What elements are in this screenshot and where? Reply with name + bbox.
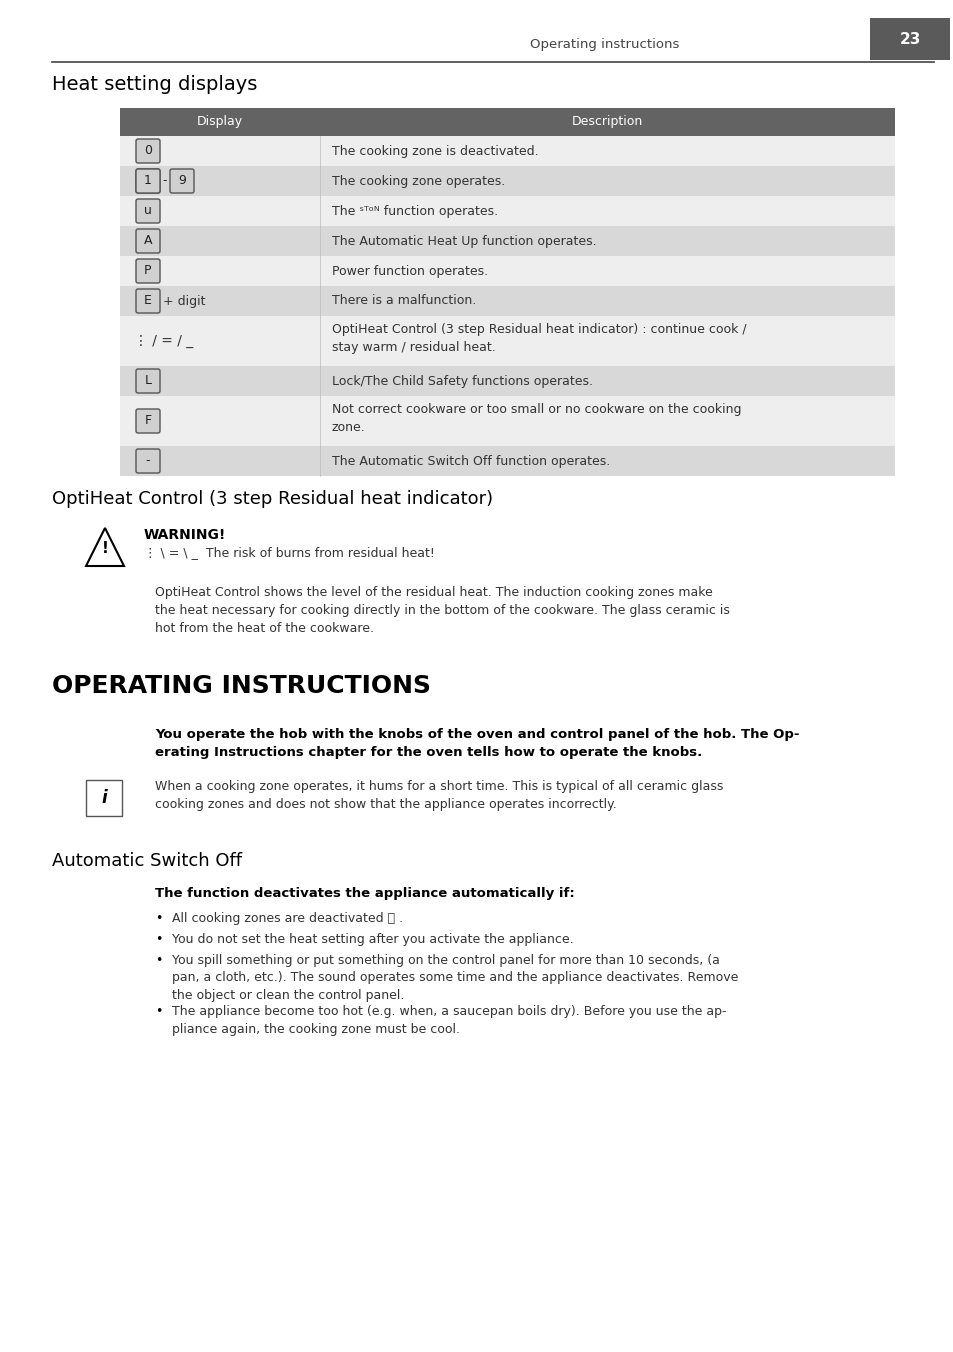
FancyBboxPatch shape — [120, 446, 894, 476]
FancyBboxPatch shape — [120, 166, 894, 196]
Text: Power function operates.: Power function operates. — [332, 265, 488, 277]
Text: The appliance become too hot (e.g. when, a saucepan boils dry). Before you use t: The appliance become too hot (e.g. when,… — [172, 1005, 726, 1036]
FancyBboxPatch shape — [136, 449, 160, 473]
Text: ⋮ / = / _: ⋮ / = / _ — [133, 334, 193, 347]
Text: Automatic Switch Off: Automatic Switch Off — [52, 852, 242, 869]
Text: P: P — [144, 265, 152, 277]
Text: When a cooking zone operates, it hums for a short time. This is typical of all c: When a cooking zone operates, it hums fo… — [154, 780, 722, 811]
Text: The Automatic Heat Up function operates.: The Automatic Heat Up function operates. — [332, 234, 596, 247]
Text: F: F — [144, 415, 152, 427]
Text: The cooking zone operates.: The cooking zone operates. — [332, 174, 505, 188]
Text: All cooking zones are deactivated ⓪ .: All cooking zones are deactivated ⓪ . — [172, 913, 403, 925]
FancyBboxPatch shape — [120, 226, 894, 256]
FancyBboxPatch shape — [170, 169, 193, 193]
FancyBboxPatch shape — [120, 396, 894, 446]
Text: -: - — [146, 454, 150, 468]
Text: 23: 23 — [899, 31, 920, 46]
FancyBboxPatch shape — [86, 780, 122, 817]
Text: !: ! — [101, 541, 109, 557]
FancyBboxPatch shape — [120, 287, 894, 316]
Text: 0: 0 — [144, 145, 152, 157]
Text: Lock/The Child Safety functions operates.: Lock/The Child Safety functions operates… — [332, 375, 593, 388]
FancyBboxPatch shape — [869, 18, 949, 59]
Text: OptiHeat Control (3 step Residual heat indicator) : continue cook /
stay warm / : OptiHeat Control (3 step Residual heat i… — [332, 323, 746, 354]
FancyBboxPatch shape — [120, 137, 894, 166]
Text: Not correct cookware or too small or no cookware on the cooking
zone.: Not correct cookware or too small or no … — [332, 403, 740, 434]
FancyBboxPatch shape — [120, 196, 894, 226]
Text: + digit: + digit — [163, 295, 205, 307]
Text: A: A — [144, 234, 152, 247]
Text: The Automatic Switch Off function operates.: The Automatic Switch Off function operat… — [332, 454, 610, 468]
Text: OPERATING INSTRUCTIONS: OPERATING INSTRUCTIONS — [52, 675, 431, 698]
Text: OptiHeat Control shows the level of the residual heat. The induction cooking zon: OptiHeat Control shows the level of the … — [154, 585, 729, 635]
FancyBboxPatch shape — [120, 316, 894, 366]
FancyBboxPatch shape — [120, 366, 894, 396]
Text: •: • — [154, 933, 162, 946]
FancyBboxPatch shape — [136, 139, 160, 164]
Text: You do not set the heat setting after you activate the appliance.: You do not set the heat setting after yo… — [172, 933, 573, 946]
Text: •: • — [154, 1005, 162, 1018]
Text: 9: 9 — [178, 174, 186, 188]
FancyBboxPatch shape — [136, 369, 160, 393]
Polygon shape — [86, 529, 124, 566]
Text: -: - — [162, 174, 167, 188]
Text: OptiHeat Control (3 step Residual heat indicator): OptiHeat Control (3 step Residual heat i… — [52, 489, 493, 508]
Text: The function deactivates the appliance automatically if:: The function deactivates the appliance a… — [154, 887, 574, 900]
Text: WARNING!: WARNING! — [144, 529, 226, 542]
Text: ⋮ \ = \ _  The risk of burns from residual heat!: ⋮ \ = \ _ The risk of burns from residua… — [144, 546, 435, 558]
FancyBboxPatch shape — [136, 199, 160, 223]
Text: Display: Display — [196, 115, 243, 128]
FancyBboxPatch shape — [136, 260, 160, 283]
Text: You spill something or put something on the control panel for more than 10 secon: You spill something or put something on … — [172, 955, 738, 1002]
FancyBboxPatch shape — [136, 228, 160, 253]
FancyBboxPatch shape — [120, 108, 894, 137]
FancyBboxPatch shape — [136, 169, 160, 193]
Text: •: • — [154, 913, 162, 925]
Text: Operating instructions: Operating instructions — [530, 38, 679, 51]
Text: The ˢᵀᵒᴺ function operates.: The ˢᵀᵒᴺ function operates. — [332, 204, 497, 218]
FancyBboxPatch shape — [136, 169, 160, 193]
Text: 1: 1 — [144, 174, 152, 188]
Text: Description: Description — [571, 115, 642, 128]
Text: u: u — [144, 204, 152, 218]
Text: The cooking zone is deactivated.: The cooking zone is deactivated. — [332, 145, 538, 157]
FancyBboxPatch shape — [136, 410, 160, 433]
Text: There is a malfunction.: There is a malfunction. — [332, 295, 476, 307]
Text: Heat setting displays: Heat setting displays — [52, 74, 257, 95]
Text: L: L — [144, 375, 152, 388]
Text: i: i — [101, 790, 107, 807]
Text: E: E — [144, 295, 152, 307]
FancyBboxPatch shape — [136, 289, 160, 314]
FancyBboxPatch shape — [120, 256, 894, 287]
Text: You operate the hob with the knobs of the oven and control panel of the hob. The: You operate the hob with the knobs of th… — [154, 727, 799, 758]
Text: •: • — [154, 955, 162, 967]
